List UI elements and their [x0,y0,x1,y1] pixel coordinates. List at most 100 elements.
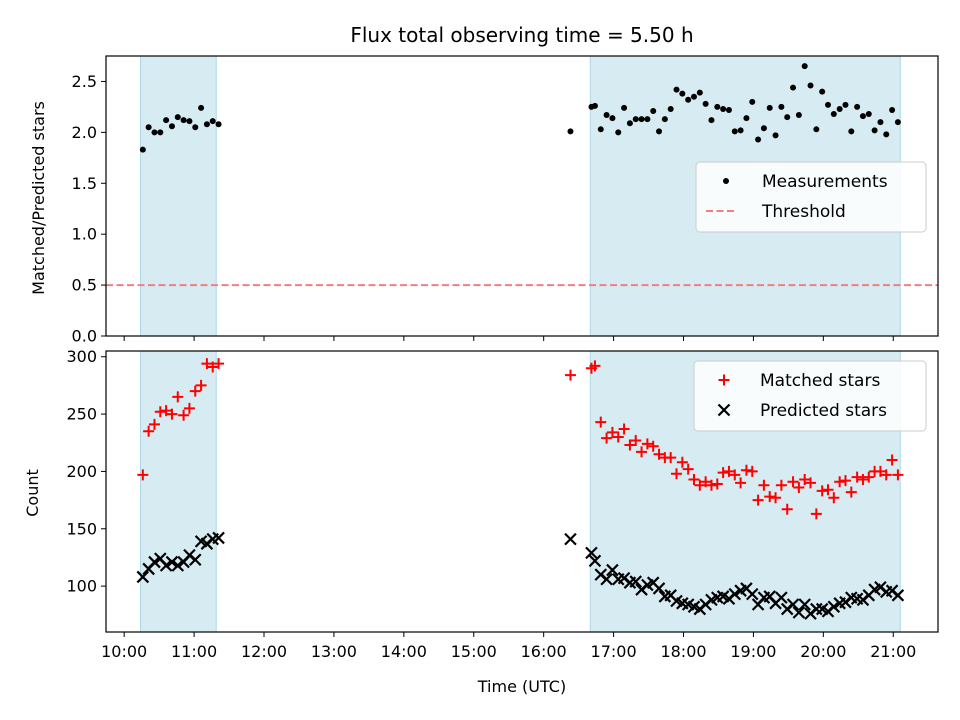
dot-point [626,120,633,127]
x-point [165,555,179,569]
x-point [564,532,577,546]
dot-point [871,127,878,134]
plus-point [810,508,822,520]
dot-point [215,121,222,128]
plus-point [595,416,607,428]
x-axis-label: Time (UTC) [477,677,566,696]
dot-point [824,101,831,108]
count-axes-frame [105,350,939,633]
plus-point [688,473,700,485]
dot-point [772,132,779,139]
count-y-axis-label: Count [23,469,42,517]
count-y-tick-label-0: 100 [66,577,97,596]
plus-point [857,473,869,485]
x-tick-label-0: 10:00 [101,642,147,661]
count-panel: 100 150 200 250 300 10:00 11:00 12:00 13:00 14:00… [66,347,939,661]
dot-point [621,104,628,111]
plus-point [839,475,851,487]
plus-point [665,452,677,464]
plus-point [213,358,225,370]
dot-point [685,96,692,103]
legend-label-1: Predicted stars [760,401,887,421]
dot-point [667,105,674,112]
plus-point [612,431,624,443]
x-tick-label-8: 18:00 [660,642,706,661]
plus-point [676,456,688,468]
dot-point [615,129,622,136]
count-y-tick-label-4: 300 [66,347,97,366]
dot-point [854,103,861,110]
dot-point [790,84,797,91]
ratio-series-0 [139,63,901,153]
count-y-tick-label-1: 150 [66,519,97,538]
dot-point [603,112,610,119]
ratio-axes-frame [105,55,939,337]
plus-point [705,479,717,491]
x-point [600,572,613,586]
dot-point [725,106,732,113]
ratio-y-tick-label-1: 0.5 [72,276,97,295]
dot-point [894,119,901,126]
dot-point [737,127,744,134]
plus-point [880,469,892,481]
plus-point [160,405,172,417]
x-point [798,598,811,611]
plus-point [874,465,886,477]
plus-point [793,481,805,493]
dot-point [157,129,164,136]
plus-point [764,491,776,503]
dot-point [609,115,616,122]
plus-point [752,494,764,506]
plus-point [671,468,683,480]
dot-point [186,118,193,125]
plus-point [770,492,782,504]
ratio-y-tick-label-5: 2.5 [72,72,97,91]
count-legend: Matched stars Predicted stars [693,360,927,432]
plus-point [148,418,160,430]
dot-point [848,128,855,135]
dot-point [807,82,814,89]
x-tick-label-11: 21:00 [870,642,916,661]
ratio-y-tick-label-3: 1.5 [72,174,97,193]
ratio-legend-box [695,161,927,233]
plus-point [143,425,155,437]
legend-dot-swatch [723,178,729,184]
dot-point [749,98,756,105]
legend-label-0: Measurements [762,172,888,192]
dot-point [766,104,773,111]
count-legend-box [693,360,927,432]
dot-point [650,107,657,114]
chart-title: Flux total observing time = 5.50 h [350,23,693,47]
plus-point [740,464,752,476]
dot-point [714,103,721,110]
dot-point [192,124,199,131]
plus-point [618,423,630,435]
plus-point [589,360,601,372]
x-tick-label-10: 20:00 [800,642,846,661]
x-point [745,587,759,601]
dot-point [567,128,574,135]
dot-point [813,126,820,133]
x-point [891,589,905,602]
count-y-tick-label-3: 250 [66,405,97,424]
x-point [786,598,800,611]
legend-plus-swatch [718,374,730,386]
plus-point [863,471,875,483]
x-point [629,575,643,588]
plus-point [781,503,793,515]
plus-point [735,477,747,489]
dot-point [731,128,738,135]
x-tick-label-3: 13:00 [311,642,357,661]
dot-point [784,114,791,121]
dot-point [743,115,750,122]
x-point [159,559,173,572]
plus-point [189,385,201,397]
dot-point [690,93,697,100]
plus-point [717,467,729,479]
dot-point [795,112,802,119]
plus-point [624,439,636,451]
plus-point [137,469,149,481]
plus-point [630,434,642,446]
dot-point [755,136,762,143]
x-point [775,591,788,604]
